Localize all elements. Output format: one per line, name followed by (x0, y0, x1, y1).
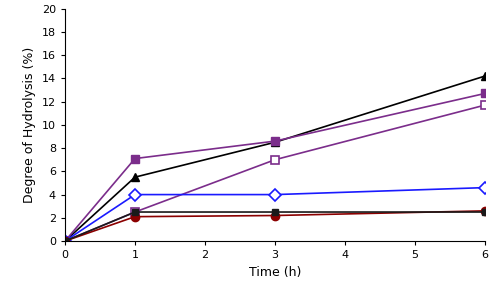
X-axis label: Time (h): Time (h) (249, 266, 301, 279)
Y-axis label: Degree of Hydrolysis (%): Degree of Hydrolysis (%) (24, 47, 36, 203)
